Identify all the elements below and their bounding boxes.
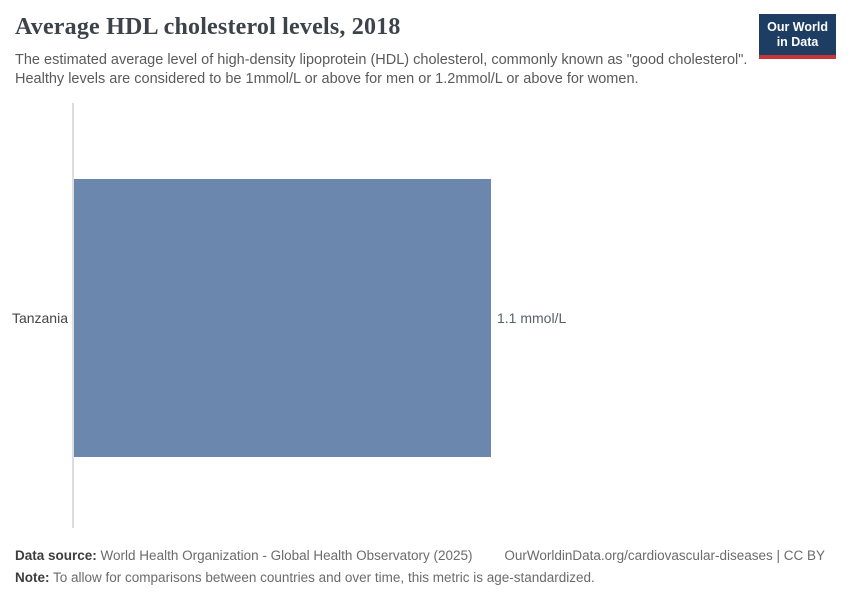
y-axis-line <box>72 103 74 528</box>
page-title: Average HDL cholesterol levels, 2018 <box>15 14 401 40</box>
owid-logo: Our World in Data <box>759 14 836 59</box>
entity-label-tanzania: Tanzania <box>11 310 68 326</box>
bar-tanzania[interactable] <box>74 179 491 457</box>
note-label: Note: <box>15 570 50 585</box>
owid-logo-line2: in Data <box>776 35 819 49</box>
owid-logo-line1: Our World <box>767 20 828 34</box>
note-value: To allow for comparisons between countri… <box>53 570 595 585</box>
value-label: 1.1 mmol/L <box>497 310 567 326</box>
chart-subtitle: The estimated average level of high-dens… <box>15 52 748 87</box>
bar-track <box>74 179 491 457</box>
data-source-label: Data source: <box>15 548 97 563</box>
owid-url-link[interactable]: OurWorldinData.org/cardiovascular-diseas… <box>504 548 825 563</box>
chart-footer: Data source: World Health Organization -… <box>15 548 835 585</box>
data-source-text: Data source: World Health Organization -… <box>15 548 472 563</box>
bar-row: Tanzania 1.1 mmol/L <box>0 179 850 457</box>
data-source-value: World Health Organization - Global Healt… <box>100 548 473 563</box>
